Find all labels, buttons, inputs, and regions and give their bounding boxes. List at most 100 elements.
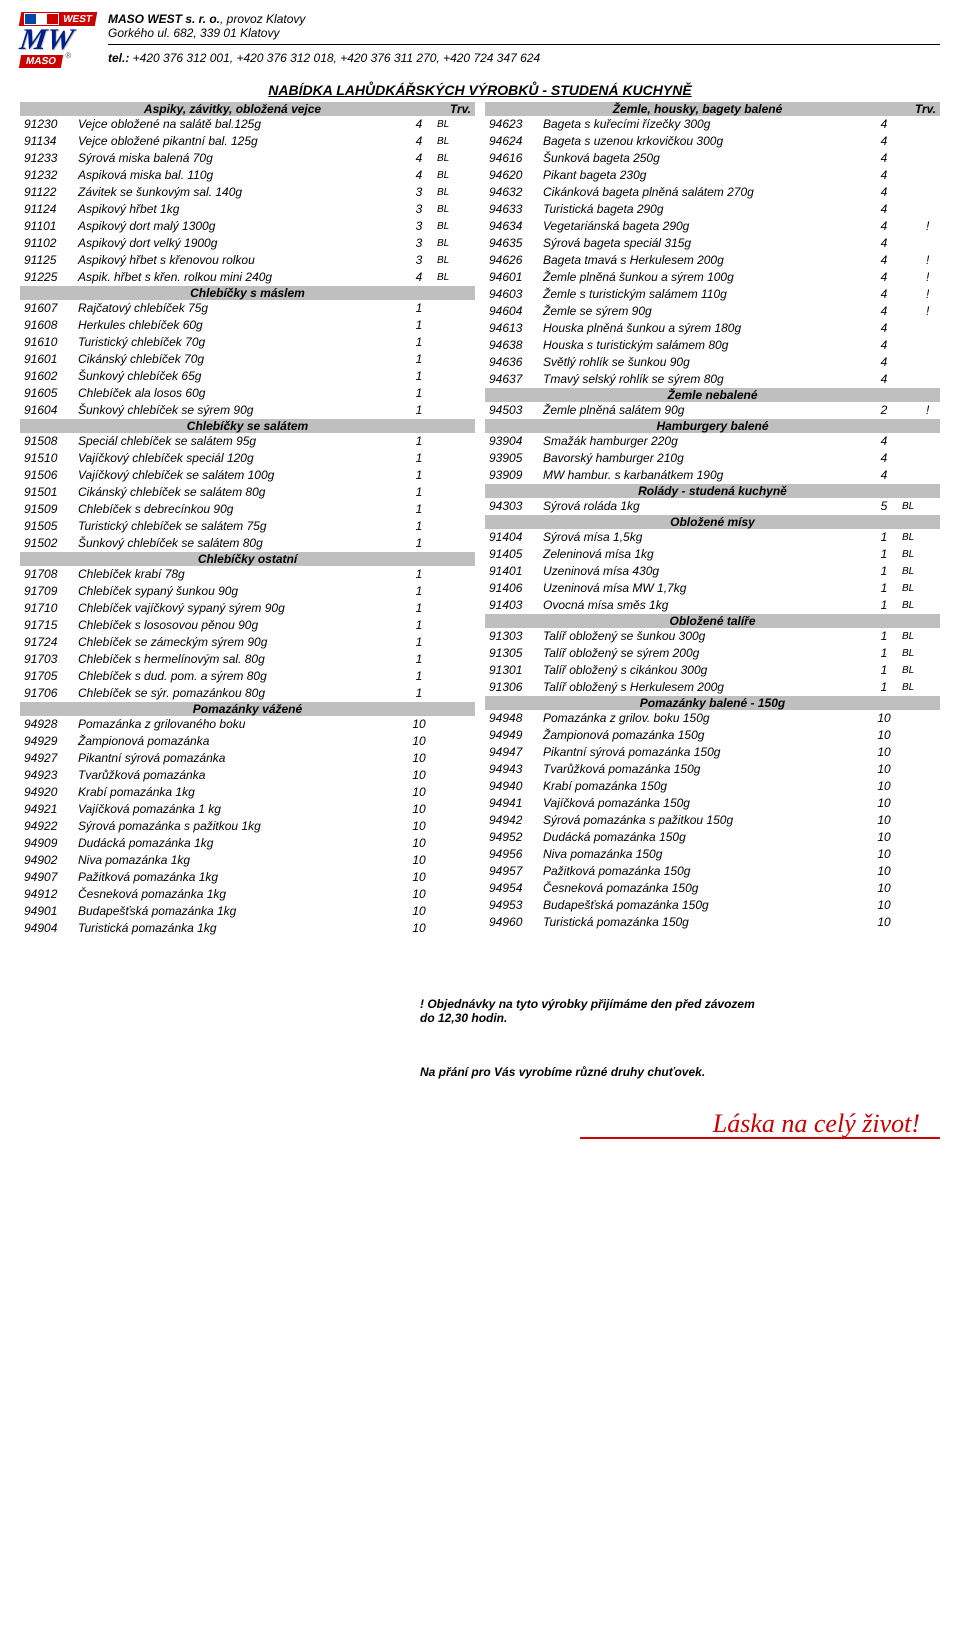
product-row: 94907Pažitková pomazánka 1kg10 <box>20 869 475 886</box>
right-column: Žemle, housky, bagety balenéTrv.94623Bag… <box>485 102 940 937</box>
product-bang: ! <box>926 303 936 320</box>
product-qty: 10 <box>401 818 437 835</box>
product-qty: 4 <box>866 184 902 201</box>
product-bl <box>902 433 926 450</box>
product-code: 91602 <box>24 368 78 385</box>
product-row: 94604Žemle se sýrem 90g4! <box>485 303 940 320</box>
trv-label: Trv. <box>906 102 936 116</box>
product-bl <box>902 846 926 863</box>
product-bl <box>902 235 926 252</box>
product-bl <box>437 750 461 767</box>
section-header: Obložené talíře <box>485 614 940 628</box>
section-header: Hamburgery balené <box>485 419 940 433</box>
product-bang <box>926 371 936 388</box>
product-row: 91101Aspikový dort malý 1300g3BL <box>20 218 475 235</box>
product-qty: 1 <box>401 467 437 484</box>
product-bl: BL <box>437 150 461 167</box>
product-row: 91124Aspikový hřbet 1kg3BL <box>20 201 475 218</box>
product-code: 94920 <box>24 784 78 801</box>
product-name: Dudácká pomazánka 1kg <box>78 835 401 852</box>
product-code: 91608 <box>24 317 78 334</box>
product-bang <box>461 818 471 835</box>
product-qty: 1 <box>401 450 437 467</box>
product-row: 94956Niva pomazánka 150g10 <box>485 846 940 863</box>
product-code: 91405 <box>489 546 543 563</box>
product-bl: BL <box>437 167 461 184</box>
section-header: Chlebíčky se salátem <box>20 419 475 433</box>
product-code: 91403 <box>489 597 543 614</box>
product-code: 94909 <box>24 835 78 852</box>
product-row: 91724Chlebíček se zámeckým sýrem 90g1 <box>20 634 475 651</box>
product-row: 91303Talíř obložený se šunkou 300g1BL <box>485 628 940 645</box>
product-code: 91710 <box>24 600 78 617</box>
product-qty: 10 <box>866 744 902 761</box>
product-code: 91510 <box>24 450 78 467</box>
product-name: Vajíčkový chlebíček se salátem 100g <box>78 467 401 484</box>
product-code: 94960 <box>489 914 543 931</box>
product-row: 94633Turistická bageta 290g4 <box>485 201 940 218</box>
product-bang <box>461 351 471 368</box>
product-name: Zeleninová mísa 1kg <box>543 546 866 563</box>
product-bang <box>926 354 936 371</box>
product-qty: 2 <box>866 402 902 419</box>
product-row: 94948Pomazánka z grilov. boku 150g10 <box>485 710 940 727</box>
product-bl <box>437 767 461 784</box>
logo-maso-text: MASO <box>19 55 63 68</box>
product-code: 91305 <box>489 645 543 662</box>
product-name: Chlebíček s dud. pom. a sýrem 80g <box>78 668 401 685</box>
product-qty: 1 <box>866 662 902 679</box>
product-row: 94303Sýrová roláda 1kg5BL <box>485 498 940 515</box>
product-name: Rajčatový chlebíček 75g <box>78 300 401 317</box>
product-qty: 1 <box>866 529 902 546</box>
product-row: 94942Sýrová pomazánka s pažitkou 150g10 <box>485 812 940 829</box>
product-row: 91405Zeleninová mísa 1kg1BL <box>485 546 940 563</box>
product-row: 91233Sýrová miska balená 70g4BL <box>20 150 475 167</box>
product-bl <box>902 218 926 235</box>
product-qty: 10 <box>401 869 437 886</box>
product-bang <box>926 897 936 914</box>
product-qty: 1 <box>401 368 437 385</box>
product-bang <box>461 218 471 235</box>
product-row: 91102Aspikový dort velký 1900g3BL <box>20 235 475 252</box>
product-row: 93905Bavorský hamburger 210g4 <box>485 450 940 467</box>
product-bl <box>437 600 461 617</box>
product-bl <box>437 317 461 334</box>
product-bang <box>926 645 936 662</box>
product-bl: BL <box>437 269 461 286</box>
product-bl: BL <box>437 133 461 150</box>
product-row: 94637Tmavý selský rohlík se sýrem 80g4 <box>485 371 940 388</box>
product-name: Speciál chlebíček se salátem 95g <box>78 433 401 450</box>
product-qty: 10 <box>866 897 902 914</box>
product-bang <box>461 535 471 552</box>
product-name: Turistický chlebíček se salátem 75g <box>78 518 401 535</box>
product-name: Krabí pomazánka 1kg <box>78 784 401 801</box>
product-bang <box>926 150 936 167</box>
product-bl <box>437 351 461 368</box>
product-name: Chlebíček se zámeckým sýrem 90g <box>78 634 401 651</box>
product-bang <box>461 484 471 501</box>
product-code: 94941 <box>489 795 543 812</box>
product-bang <box>926 597 936 614</box>
product-row: 94603Žemle s turistickým salámem 110g4! <box>485 286 940 303</box>
product-name: Sýrová pomazánka s pažitkou 1kg <box>78 818 401 835</box>
product-row: 94626Bageta tmavá s Herkulesem 200g4! <box>485 252 940 269</box>
product-code: 91233 <box>24 150 78 167</box>
product-code: 91232 <box>24 167 78 184</box>
product-name: Žampionová pomazánka 150g <box>543 727 866 744</box>
product-name: Žampionová pomazánka <box>78 733 401 750</box>
product-name: Aspikový dort malý 1300g <box>78 218 401 235</box>
product-bl <box>902 897 926 914</box>
product-bl: BL <box>902 546 926 563</box>
product-code: 94923 <box>24 767 78 784</box>
product-bl <box>437 518 461 535</box>
product-bl <box>437 450 461 467</box>
product-row: 91225Aspik. hřbet s křen. rolkou mini 24… <box>20 269 475 286</box>
product-name: Tvarůžková pomazánka 150g <box>543 761 866 778</box>
product-name: Turistická pomazánka 1kg <box>78 920 401 937</box>
product-bl <box>437 634 461 651</box>
product-bl <box>902 184 926 201</box>
product-bang <box>461 733 471 750</box>
product-code: 93905 <box>489 450 543 467</box>
product-bl <box>437 886 461 903</box>
product-row: 94904Turistická pomazánka 1kg10 <box>20 920 475 937</box>
